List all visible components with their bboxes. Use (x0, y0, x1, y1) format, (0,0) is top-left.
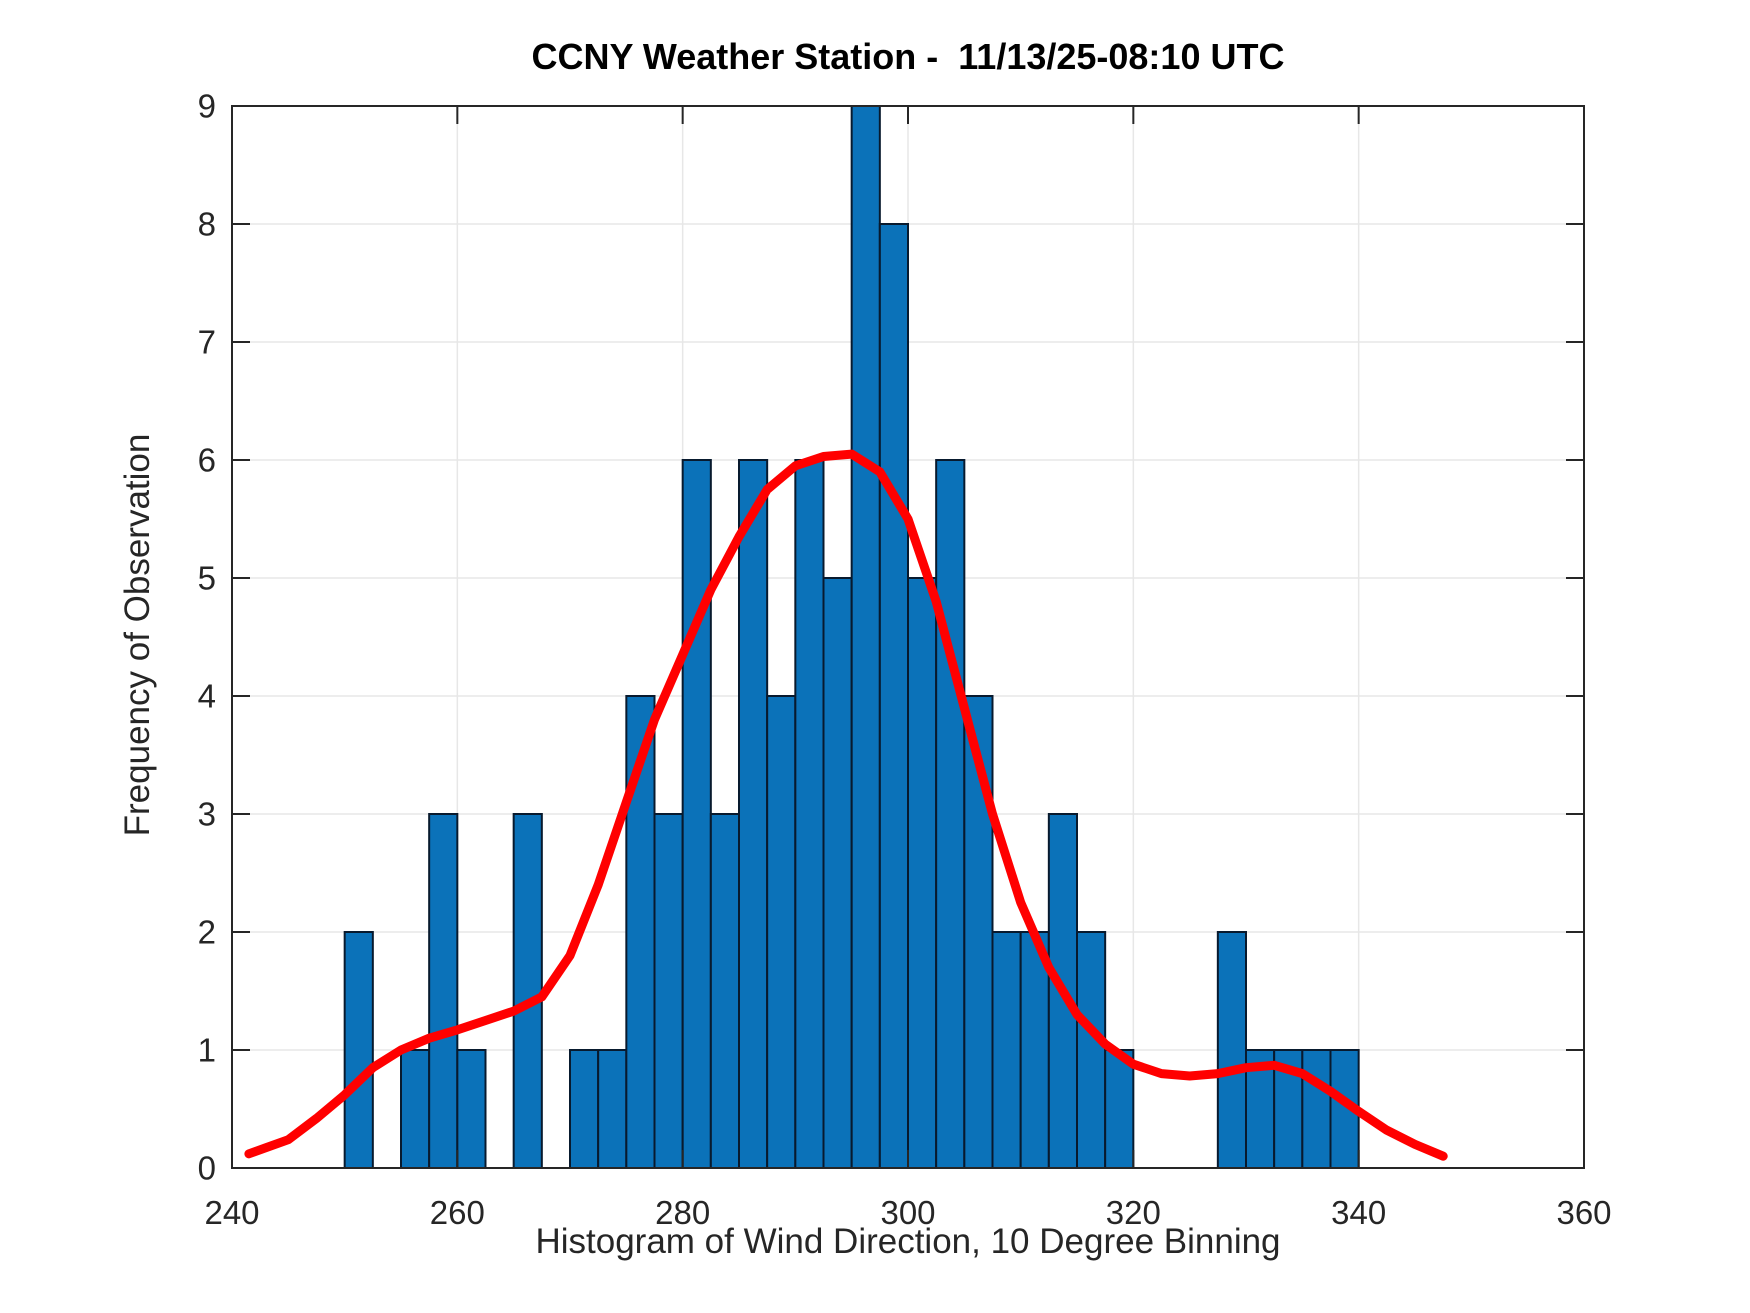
x-axis-label: Histogram of Wind Direction, 10 Degree B… (535, 1222, 1281, 1261)
x-tick-label: 240 (204, 1194, 260, 1231)
histogram-bar (428, 813, 459, 1169)
histogram-bar (935, 459, 966, 1169)
x-tick-label: 300 (880, 1194, 936, 1231)
y-tick-label: 9 (197, 87, 216, 125)
histogram-bar (512, 813, 543, 1169)
y-tick-label: 3 (197, 795, 216, 833)
x-tick-label: 340 (1331, 1194, 1387, 1231)
y-tick-label: 5 (197, 559, 216, 597)
histogram-bar (991, 931, 1022, 1169)
histogram-bar (738, 459, 769, 1169)
histogram-bar (343, 931, 374, 1169)
y-tick-label: 8 (197, 205, 216, 243)
chart-title: CCNY Weather Station - 11/13/25-08:10 UT… (531, 36, 1285, 77)
histogram-bar (907, 577, 938, 1169)
x-tick-label: 260 (429, 1194, 485, 1231)
histogram-bar (850, 105, 881, 1169)
histogram-bar (878, 223, 909, 1169)
y-tick-label: 0 (197, 1149, 216, 1187)
histogram-bar (681, 459, 712, 1169)
y-tick-label: 7 (197, 323, 216, 361)
y-tick-label: 6 (197, 441, 216, 479)
x-tick-label: 280 (655, 1194, 711, 1231)
y-tick-label: 4 (197, 677, 216, 715)
histogram-bar (794, 459, 825, 1169)
density-curve (244, 449, 1448, 1161)
histogram-bar (1216, 931, 1248, 1169)
histogram-bar (822, 577, 853, 1169)
histogram-bar (1104, 1049, 1135, 1169)
histogram-bar (456, 1049, 487, 1169)
x-tick-label: 320 (1105, 1194, 1161, 1231)
histogram-bar (766, 695, 797, 1169)
histogram-bar (709, 813, 740, 1169)
y-axis-label: Frequency of Observation (118, 433, 157, 837)
y-tick-label: 2 (197, 913, 216, 951)
histogram-bar (1301, 1049, 1332, 1169)
y-tick-label: 1 (197, 1031, 216, 1069)
histogram-bar (653, 813, 684, 1169)
histogram-bar (400, 1049, 431, 1169)
x-tick-label: 360 (1556, 1194, 1612, 1231)
histogram-bar (569, 1049, 600, 1169)
histogram-bar (597, 1049, 628, 1169)
histogram-bar (1076, 931, 1107, 1169)
